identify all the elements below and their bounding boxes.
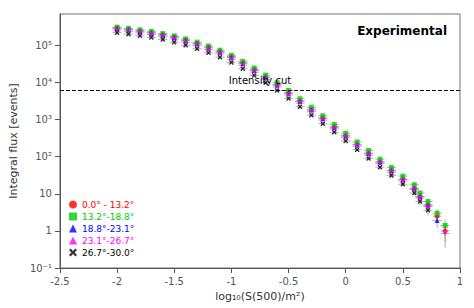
svg-text:10: 10 xyxy=(39,188,52,199)
svg-text:Experimental: Experimental xyxy=(357,24,447,38)
svg-text:13.2°-18.8°: 13.2°-18.8° xyxy=(82,212,134,222)
svg-text:Integral flux [events]: Integral flux [events] xyxy=(7,83,20,199)
svg-text:10²: 10² xyxy=(35,151,52,162)
svg-text:-0.5: -0.5 xyxy=(279,276,299,287)
svg-text:10⁴: 10⁴ xyxy=(35,77,52,88)
svg-text:0.5: 0.5 xyxy=(395,276,411,287)
svg-text:-2: -2 xyxy=(112,276,122,287)
svg-text:1: 1 xyxy=(457,276,463,287)
svg-text:-1.5: -1.5 xyxy=(164,276,184,287)
svg-text:-1: -1 xyxy=(226,276,236,287)
svg-text:10³: 10³ xyxy=(35,114,52,125)
svg-text:-2.5: -2.5 xyxy=(50,276,70,287)
svg-text:10⁵: 10⁵ xyxy=(35,40,52,51)
svg-text:18.8°-23.1°: 18.8°-23.1° xyxy=(82,224,134,234)
svg-text:10⁻¹: 10⁻¹ xyxy=(30,263,52,274)
svg-text:Intensity cut: Intensity cut xyxy=(229,75,292,86)
svg-text:23.1°-26.7°: 23.1°-26.7° xyxy=(82,236,134,246)
svg-text:26.7°-30.0°: 26.7°-30.0° xyxy=(82,248,134,258)
svg-text:0: 0 xyxy=(343,276,349,287)
svg-text:log₁₀(S(500)/m²): log₁₀(S(500)/m²) xyxy=(215,290,305,303)
svg-text:1: 1 xyxy=(46,225,52,236)
svg-text:0.0° - 13.2°: 0.0° - 13.2° xyxy=(82,200,134,210)
